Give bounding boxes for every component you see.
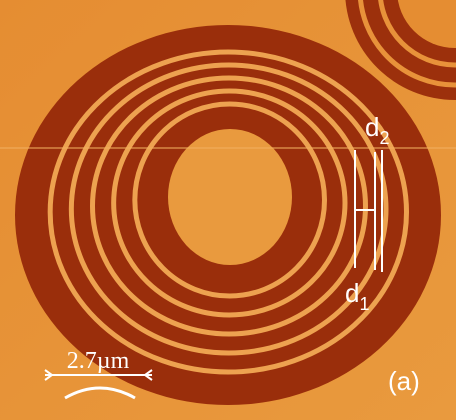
afm-image: d2 d1 2.7µm (a) bbox=[0, 0, 456, 420]
scale-label: 2.7µm bbox=[67, 348, 130, 374]
d2-base: d bbox=[365, 112, 379, 142]
page: d2 d1 2.7µm (a) (() => { const data = JS… bbox=[0, 0, 456, 420]
d1-base: d bbox=[345, 278, 359, 308]
d2-sub: 2 bbox=[379, 128, 389, 148]
ring bbox=[168, 129, 292, 265]
panel-label: (a) bbox=[388, 366, 420, 396]
d1-sub: 1 bbox=[359, 294, 369, 314]
